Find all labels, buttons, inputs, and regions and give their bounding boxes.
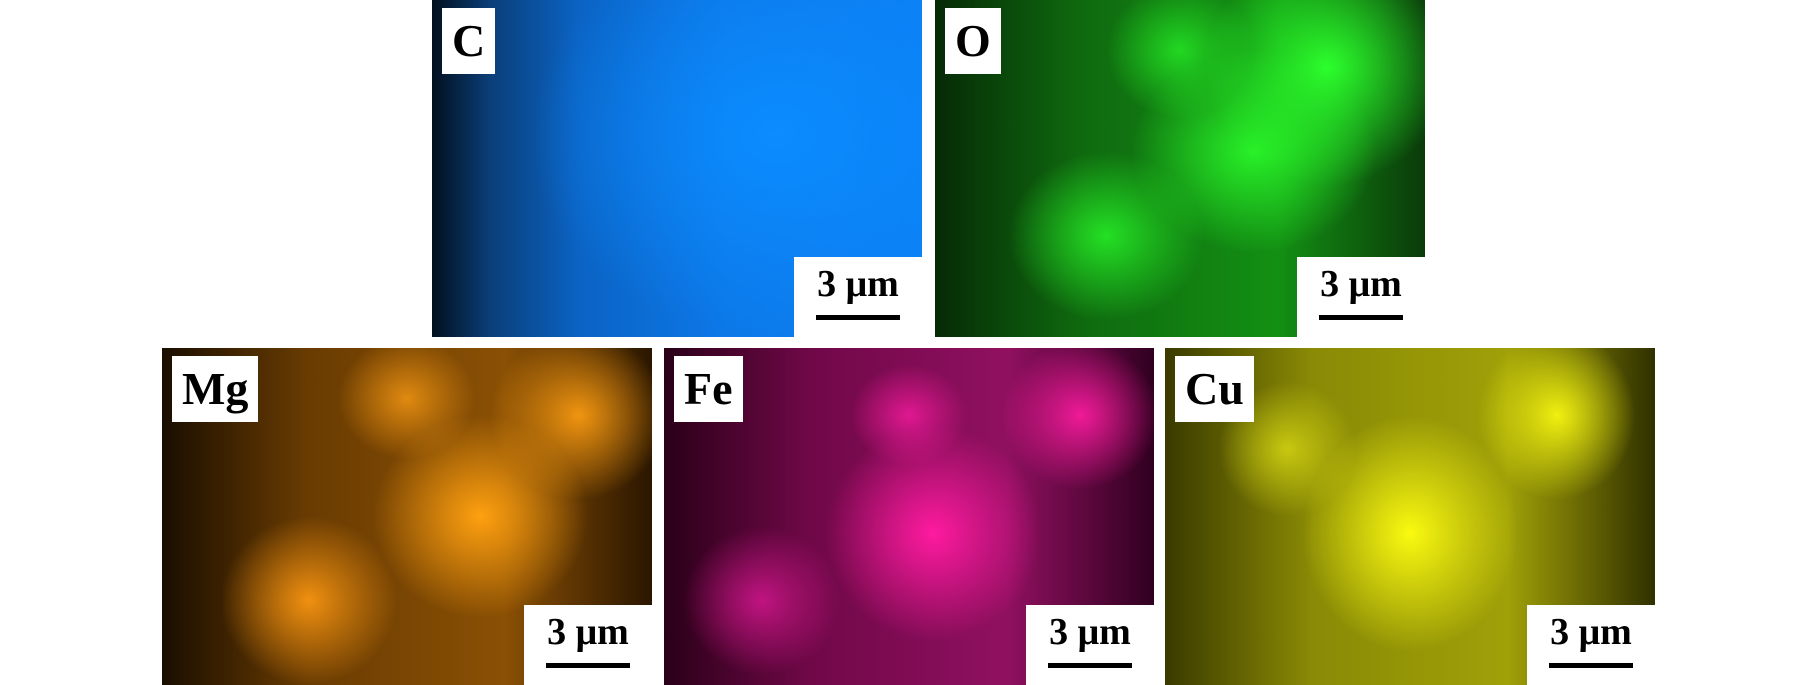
- scale-bar-box: 3 μm: [1527, 605, 1655, 685]
- element-label: C: [442, 8, 496, 74]
- scale-label: 3 μm: [1320, 263, 1402, 305]
- element-label: Fe: [674, 356, 743, 422]
- eds-map-oxygen: O 3 μm: [935, 0, 1425, 337]
- eds-map-copper: Cu 3 μm: [1165, 348, 1655, 685]
- scale-bar-box: 3 μm: [1297, 257, 1425, 337]
- scale-bar: [1319, 315, 1403, 320]
- element-label: Cu: [1175, 356, 1254, 422]
- scale-bar: [1549, 663, 1633, 668]
- scale-bar-box: 3 μm: [794, 257, 922, 337]
- scale-bar: [546, 663, 630, 668]
- scale-bar-box: 3 μm: [1026, 605, 1154, 685]
- scale-label: 3 μm: [1049, 611, 1131, 653]
- scale-bar: [816, 315, 900, 320]
- element-label: O: [945, 8, 1001, 74]
- scale-bar-box: 3 μm: [524, 605, 652, 685]
- scale-label: 3 μm: [547, 611, 629, 653]
- scale-label: 3 μm: [1550, 611, 1632, 653]
- scale-label: 3 μm: [817, 263, 899, 305]
- eds-map-iron: Fe 3 μm: [664, 348, 1154, 685]
- eds-map-magnesium: Mg 3 μm: [162, 348, 652, 685]
- element-label: Mg: [172, 356, 259, 422]
- eds-map-carbon: C 3 μm: [432, 0, 922, 337]
- scale-bar: [1048, 663, 1132, 668]
